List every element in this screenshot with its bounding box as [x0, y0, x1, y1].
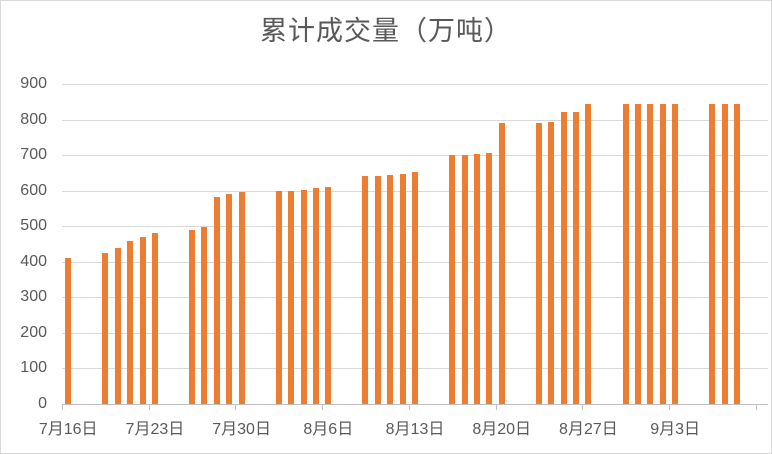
y-axis-tick-label: 200 [20, 323, 47, 341]
bar [535, 122, 542, 404]
y-axis-tick-label: 500 [20, 217, 47, 235]
y-gridline [62, 155, 768, 157]
bar [412, 172, 418, 404]
bar [189, 229, 196, 404]
bar [275, 191, 282, 404]
bar [622, 103, 629, 404]
y-axis-tick-label: 0 [38, 395, 47, 412]
bar [585, 103, 592, 404]
chart-title: 累计成交量（万吨） [260, 16, 512, 46]
bar [201, 227, 208, 404]
x-axis-tick-label: 8月6日 [303, 421, 354, 438]
bar [473, 154, 480, 404]
bar [114, 248, 121, 404]
x-axis-tick-label: 8月13日 [385, 421, 445, 438]
x-axis-tick [668, 405, 670, 410]
bar [288, 190, 295, 404]
x-axis-tick [408, 405, 410, 410]
bar [399, 173, 406, 404]
x-axis-tick [755, 405, 757, 410]
bar [573, 111, 580, 404]
x-axis-tick-label: 7月30日 [212, 421, 271, 438]
x-axis-tick [495, 405, 497, 410]
bar [102, 253, 109, 404]
bar [213, 197, 220, 404]
bar [325, 186, 332, 404]
bar [65, 258, 72, 404]
bar [647, 103, 654, 404]
bar [139, 236, 146, 404]
bar [387, 175, 394, 404]
bar [734, 103, 741, 404]
y-axis-tick-label: 400 [20, 252, 47, 270]
bar [709, 103, 716, 404]
bar [672, 103, 679, 404]
x-axis-tick-label: 8月27日 [559, 421, 618, 438]
x-axis-tick [148, 405, 150, 410]
bar [449, 154, 456, 404]
y-axis-tick-label: 300 [20, 288, 47, 306]
bar [498, 122, 505, 404]
x-axis-line [62, 404, 768, 405]
x-axis-tick [62, 405, 63, 410]
bar [659, 103, 666, 404]
bar [560, 112, 567, 404]
x-axis-tick-label: 9月3日 [650, 421, 700, 438]
bar [300, 189, 307, 404]
x-axis-tick-label: 7月23日 [125, 421, 185, 438]
x-axis-tick [322, 405, 324, 410]
bar [548, 122, 555, 404]
bar [461, 154, 468, 404]
x-axis-tick-label: 7月16日 [38, 421, 98, 438]
x-axis-tick [582, 405, 584, 410]
x-axis-tick-label: 8月20日 [472, 421, 532, 438]
y-axis-tick-label: 900 [20, 75, 47, 92]
bar [238, 192, 245, 404]
bar [634, 103, 641, 404]
y-gridline [62, 119, 768, 121]
x-axis-tick [235, 405, 237, 410]
bar [151, 232, 158, 404]
bar [374, 176, 381, 404]
y-axis-tick-label: 800 [20, 110, 47, 128]
y-axis-tick-label: 100 [20, 359, 47, 377]
bar [127, 240, 134, 404]
y-axis-tick-label: 600 [20, 181, 47, 199]
bar [362, 176, 369, 404]
bar [226, 194, 233, 404]
bar [486, 153, 493, 404]
bar [721, 103, 728, 404]
y-gridline [62, 84, 768, 85]
y-axis-tick-label: 700 [20, 146, 47, 164]
bar [312, 188, 319, 404]
